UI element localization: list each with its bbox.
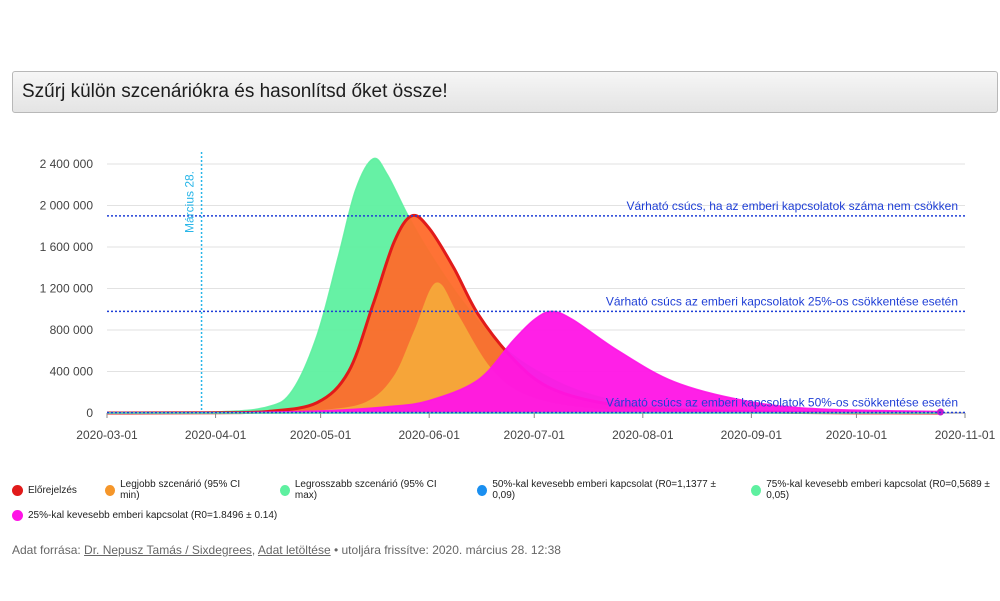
y-tick-label: 400 000	[50, 365, 94, 379]
reference-label: Várható csúcs az emberi kapcsolatok 50%-…	[606, 395, 958, 409]
x-tick-label: 2020-03-01	[76, 428, 138, 442]
y-tick-label: 2 400 000	[40, 157, 94, 171]
reference-label: Várható csúcs az emberi kapcsolatok 25%-…	[606, 294, 958, 308]
updated-text: • utoljára frissítve: 2020. március 28. …	[330, 543, 561, 557]
legend-label: 50%-kal kevesebb emberi kapcsolat (R0=1,…	[492, 479, 716, 501]
x-tick-label: 2020-11-01	[935, 428, 996, 442]
y-tick-label: 1 200 000	[40, 282, 94, 296]
legend-dot-icon	[751, 484, 762, 496]
legend-dot-icon	[12, 510, 23, 521]
legend-label: 75%-kal kevesebb emberi kapcsolat (R0=0,…	[766, 479, 990, 501]
y-tick-label: 2 000 000	[40, 199, 94, 213]
x-tick-label: 2020-08-01	[612, 428, 674, 442]
legend-label: Előrejelzés	[28, 484, 77, 496]
x-tick-label: 2020-10-01	[826, 428, 888, 442]
source-prefix: Adat forrása:	[12, 543, 85, 557]
legend-dot-icon	[104, 484, 116, 496]
scenario-filter-bar[interactable]: Szűrj külön szcenáriókra és hasonlítsd ő…	[12, 71, 998, 113]
legend-dot-icon	[12, 484, 23, 496]
legend-item-50pct[interactable]: 50%-kal kevesebb emberi kapcsolat (R0=1,…	[477, 479, 723, 501]
x-tick-label: 2020-05-01	[290, 428, 352, 442]
download-link[interactable]: Adat letöltése	[257, 543, 331, 557]
source-link[interactable]: Dr. Nepusz Tamás / Sixdegrees	[84, 543, 252, 557]
chart-legend: Előrejelzés Legjobb szcenárió (95% CI mi…	[12, 479, 997, 530]
x-tick-label: 2020-04-01	[185, 428, 247, 442]
legend-label: Legjobb szcenárió (95% CI min)	[120, 479, 241, 501]
separator: ,	[251, 543, 258, 557]
series-area	[107, 158, 941, 413]
legend-item-75pct[interactable]: 75%-kal kevesebb emberi kapcsolat (R0=0,…	[751, 479, 997, 501]
legend-dot-icon	[279, 484, 290, 496]
reference-lines: Várható csúcs, ha az emberi kapcsolatok …	[107, 199, 965, 414]
legend-row-2: 25%-kal kevesebb emberi kapcsolat (R0=1.…	[12, 510, 997, 521]
legend-dot-icon	[477, 484, 488, 496]
x-tick-label: 2020-07-01	[504, 428, 566, 442]
data-source-footer: Adat forrása: Dr. Nepusz Tamás / Sixdegr…	[12, 543, 561, 557]
legend-label: 25%-kal kevesebb emberi kapcsolat (R0=1.…	[28, 510, 278, 521]
marker-label: Március 28.	[183, 171, 197, 233]
series-area	[107, 311, 941, 413]
legend-label: Legrosszabb szcenárió (95% CI max)	[294, 479, 437, 501]
legend-item-forecast[interactable]: Előrejelzés	[12, 484, 77, 496]
legend-row-1: Előrejelzés Legjobb szcenárió (95% CI mi…	[12, 479, 997, 501]
legend-item-worst-case[interactable]: Legrosszabb szcenárió (95% CI max)	[279, 479, 449, 501]
series-line	[106, 310, 941, 414]
series-areas	[106, 157, 944, 416]
x-tick-label: 2020-06-01	[398, 428, 460, 442]
x-tick-label: 2020-09-01	[721, 428, 783, 442]
reference-label: Várható csúcs, ha az emberi kapcsolatok …	[627, 199, 959, 213]
y-tick-label: 1 600 000	[40, 240, 94, 254]
legend-item-best-case[interactable]: Legjobb szcenárió (95% CI min)	[104, 479, 252, 501]
y-tick-label: 0	[86, 406, 93, 420]
date-marker: Március 28.	[183, 152, 203, 413]
legend-item-25pct[interactable]: 25%-kal kevesebb emberi kapcsolat (R0=1.…	[12, 510, 277, 521]
axis-ticks: 0 400 000 800 000 1 200 000 1 600 000 2 000 0…	[40, 157, 996, 442]
y-tick-label: 800 000	[50, 323, 94, 337]
epidemic-chart: Várható csúcs, ha az emberi kapcsolatok …	[40, 152, 996, 442]
